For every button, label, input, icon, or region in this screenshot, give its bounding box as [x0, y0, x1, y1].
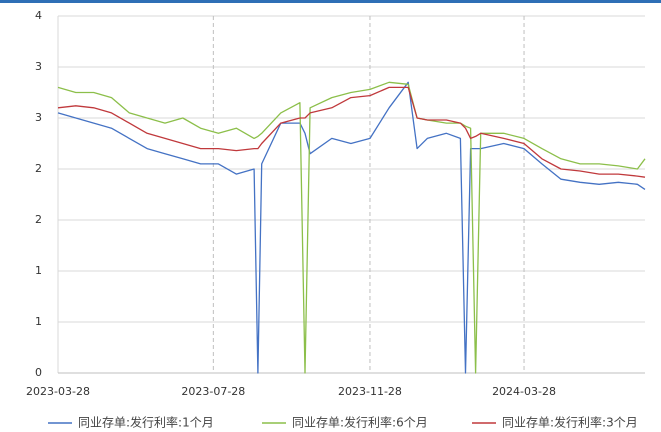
- series-line: [57, 81, 646, 374]
- y-tick-label: 3: [35, 60, 42, 73]
- x-tick-label: 2023-07-28: [181, 385, 245, 398]
- y-tick-label: 4: [35, 9, 42, 22]
- legend-label: 同业存单:发行利率:6个月: [292, 415, 428, 430]
- legend-label: 同业存单:发行利率:1个月: [78, 415, 214, 430]
- y-tick-label: 0: [35, 366, 42, 379]
- y-tick-label: 3: [35, 111, 42, 124]
- legend: 同业存单:发行利率:1个月 同业存单:发行利率:6个月 同业存单:发行利率:3个月: [48, 415, 638, 430]
- legend-label: 同业存单:发行利率:3个月: [502, 415, 638, 430]
- y-tick-label: 2: [35, 162, 42, 175]
- series-line: [57, 81, 646, 374]
- series-line: [57, 86, 646, 178]
- x-tick-label: 2023-03-28: [26, 385, 90, 398]
- x-tick-label: 2023-11-28: [338, 385, 402, 398]
- y-tick-label: 2: [35, 213, 42, 226]
- top-bar: [0, 0, 661, 3]
- y-tick-label: 1: [35, 264, 42, 277]
- x-tick-label: 2024-03-28: [492, 385, 556, 398]
- y-tick-label: 1: [35, 315, 42, 328]
